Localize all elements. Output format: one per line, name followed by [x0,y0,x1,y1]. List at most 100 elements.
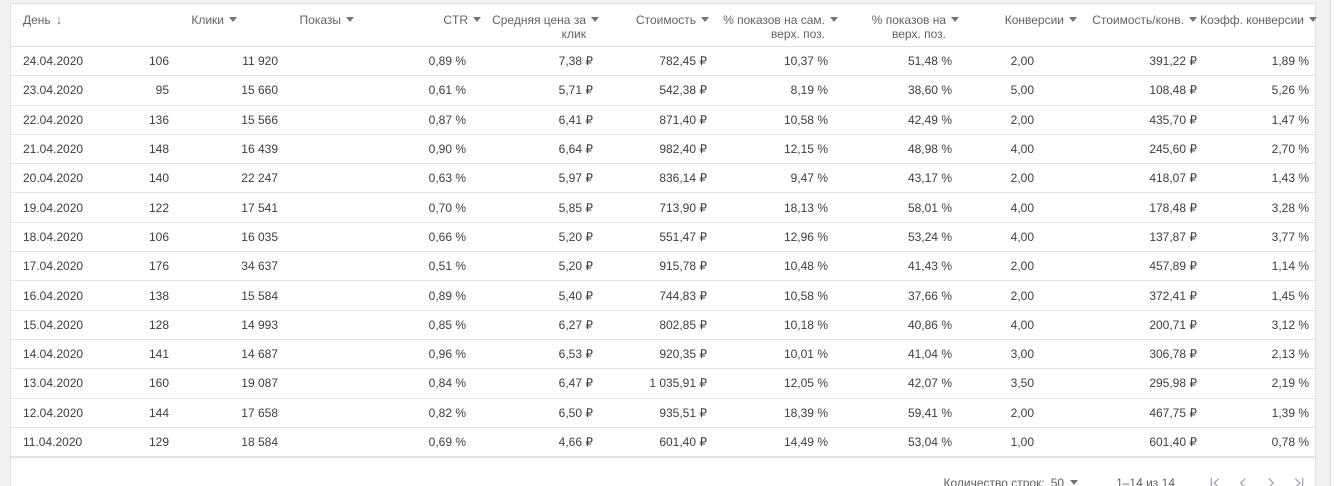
column-header-top-share[interactable]: % показов на верх. поз. [838,4,959,46]
cell-impressions: 17 658 [241,405,278,420]
table-row: 21.04.2020 148 16 439 0,90 % 6,64 ₽ 982,40 ₽ 1… [11,135,1315,165]
column-header-conversions[interactable]: Конверсии [959,4,1077,46]
cell-clicks: 128 [148,317,169,332]
cell-cost-per-conv: 295,98 ₽ [1149,376,1197,391]
rows-per-page-select[interactable]: 50 [1050,475,1079,486]
filter-dropdown-icon[interactable] [473,17,481,22]
cell-ctr: 0,96 % [428,347,466,362]
column-label: День [23,13,51,27]
table-row: 13.04.2020 160 19 087 0,84 % 6,47 ₽ 1 035,91 … [11,369,1315,399]
filter-dropdown-icon[interactable] [951,17,959,22]
cell-clicks: 106 [148,54,169,69]
cell-cost-per-conv: 467,75 ₽ [1149,405,1197,420]
cell-top-pct: 37,66 % [907,288,952,303]
filter-dropdown-icon[interactable] [1309,17,1317,22]
pagination-controls [1201,471,1313,486]
cell-abs-top-pct: 8,19 % [790,83,828,98]
cell-conversions: 3,50 [1010,376,1034,391]
filter-dropdown-icon[interactable] [1189,17,1197,22]
cell-impressions: 18 584 [241,435,278,449]
cell-conv-rate: 1,43 % [1271,171,1309,186]
cell-conv-rate: 5,26 % [1271,83,1309,98]
cell-conversions: 2,00 [1010,54,1034,69]
cell-avg-cpc: 6,53 ₽ [558,347,593,362]
table-row: 24.04.2020 106 11 920 0,89 % 7,38 ₽ 782,45 ₽ 1… [11,47,1315,77]
cell-impressions: 11 920 [242,54,278,69]
cell-impressions: 14 993 [241,317,278,332]
cell-cost: 1 035,91 ₽ [649,376,707,391]
cell-cost: 542,38 ₽ [659,83,707,98]
column-label: % показов на сам. верх. поз. [723,13,825,41]
column-header-day[interactable]: День ↓ [11,4,131,46]
last-page-button[interactable] [1285,471,1313,486]
cell-avg-cpc: 5,40 ₽ [558,288,593,303]
cell-impressions: 17 541 [241,200,278,215]
cell-conv-rate: 1,45 % [1271,288,1309,303]
table-row: 17.04.2020 176 34 637 0,51 % 5,20 ₽ 915,78 ₽ 1… [11,252,1315,282]
column-header-avg-cpc[interactable]: Средняя цена за клик [481,4,599,46]
column-header-abs-top-share[interactable]: % показов на сам. верх. поз. [709,4,838,46]
column-label: Конверсии [1004,13,1064,27]
cell-cost-per-conv: 435,70 ₽ [1149,112,1197,127]
column-header-cost[interactable]: Стоимость [599,4,709,46]
cell-ctr: 0,63 % [428,171,466,186]
cell-cost: 782,45 ₽ [659,54,707,69]
table-row: 12.04.2020 144 17 658 0,82 % 6,50 ₽ 935,51 ₽ 1… [11,399,1315,428]
filter-dropdown-icon[interactable] [1069,17,1077,22]
cell-top-pct: 38,60 % [907,83,952,98]
vertical-scrollbar[interactable] [1330,0,1344,486]
filter-dropdown-icon[interactable] [346,17,354,22]
column-header-cost-per-conversion[interactable]: Стоимость/конв. [1077,4,1197,46]
column-label: Коэфф. конверсии [1200,13,1304,27]
cell-conv-rate: 3,12 % [1271,317,1309,332]
cell-clicks: 129 [148,435,169,449]
table-row: 14.04.2020 141 14 687 0,96 % 6,53 ₽ 920,35 ₽ 1… [11,340,1315,370]
cell-impressions: 15 566 [241,112,278,127]
cell-ctr: 0,90 % [428,142,466,157]
cell-day: 13.04.2020 [23,376,84,391]
cell-top-pct: 53,04 % [907,435,952,449]
cell-top-pct: 40,86 % [907,317,952,332]
cell-avg-cpc: 6,50 ₽ [558,405,593,420]
column-header-impressions[interactable]: Показы [237,4,354,46]
cell-conversions: 2,00 [1010,112,1034,127]
cell-cost: 982,40 ₽ [659,142,707,157]
cell-day: 16.04.2020 [23,288,84,303]
table-row: 16.04.2020 138 15 584 0,89 % 5,40 ₽ 744,83 ₽ 1… [11,281,1315,311]
cell-day: 23.04.2020 [23,83,84,98]
cell-avg-cpc: 6,64 ₽ [558,142,593,157]
filter-dropdown-icon[interactable] [591,17,599,22]
cell-day: 22.04.2020 [23,112,84,127]
cell-day: 14.04.2020 [23,347,84,362]
column-header-clicks[interactable]: Клики [131,4,237,46]
chevron-left-icon [1239,477,1246,486]
cell-clicks: 106 [148,229,169,244]
filter-dropdown-icon[interactable] [229,17,237,22]
cell-impressions: 15 660 [241,83,278,98]
cell-clicks: 138 [148,288,169,303]
next-page-button[interactable] [1257,471,1285,486]
cell-avg-cpc: 5,20 ₽ [558,229,593,244]
column-header-ctr[interactable]: CTR [354,4,481,46]
column-header-conversion-rate[interactable]: Коэфф. конверсии [1197,4,1317,46]
cell-top-pct: 41,04 % [907,347,952,362]
cell-cost-per-conv: 418,07 ₽ [1149,171,1197,186]
cell-top-pct: 41,43 % [907,259,952,274]
cell-impressions: 14 687 [241,347,278,362]
cell-conversions: 4,00 [1010,229,1034,244]
table-row: 23.04.2020 95 15 660 0,61 % 5,71 ₽ 542,38 ₽ 8,… [11,76,1315,106]
cell-cost-per-conv: 245,60 ₽ [1149,142,1197,157]
filter-dropdown-icon[interactable] [701,17,709,22]
filter-dropdown-icon[interactable] [830,17,838,22]
cell-impressions: 19 087 [241,376,278,391]
cell-cost: 802,85 ₽ [659,317,707,332]
first-page-button[interactable] [1201,471,1229,486]
cell-clicks: 140 [148,171,169,186]
cell-cost-per-conv: 178,48 ₽ [1149,200,1197,215]
cell-cost-per-conv: 306,78 ₽ [1149,347,1197,362]
table-row: 11.04.2020 129 18 584 0,69 % 4,66 ₽ 601,40 ₽ 1… [11,428,1315,458]
cell-top-pct: 42,49 % [907,112,952,127]
cell-avg-cpc: 5,97 ₽ [558,171,593,186]
previous-page-button[interactable] [1229,471,1257,486]
rows-per-page-value: 50 [1050,475,1065,486]
